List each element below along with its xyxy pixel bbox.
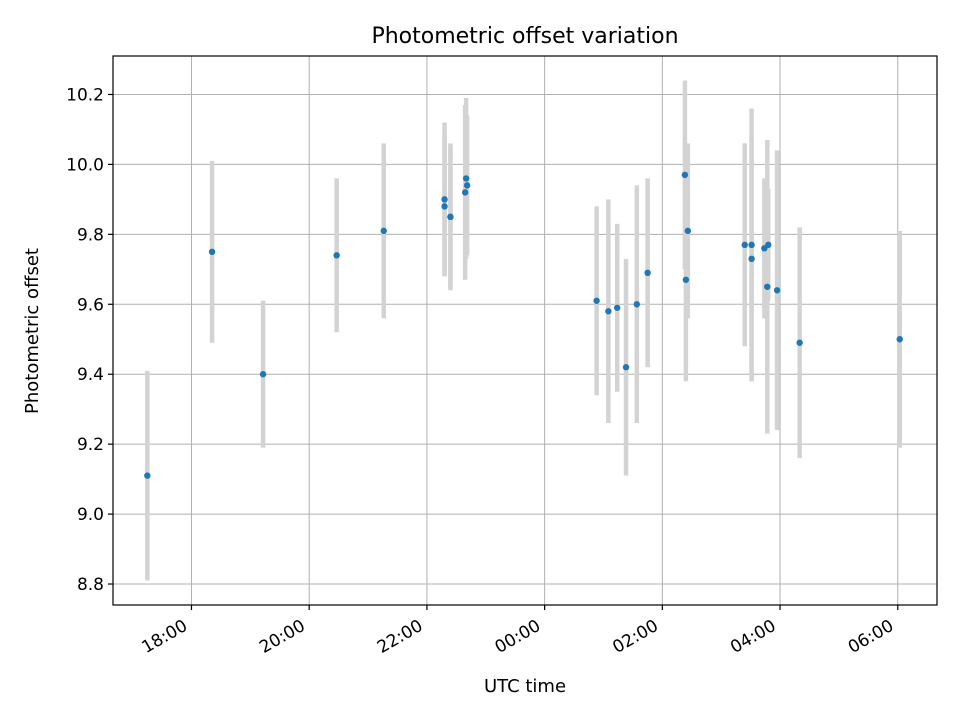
data-point	[748, 255, 755, 263]
chart-title: Photometric offset variation	[371, 24, 678, 49]
data-point	[593, 297, 600, 304]
y-tick-label: 9.8	[77, 225, 104, 245]
data-point	[741, 241, 748, 249]
x-axis-label: UTC time	[484, 676, 566, 697]
y-tick-label: 9.4	[77, 365, 104, 385]
data-point	[896, 336, 903, 343]
data-points	[144, 171, 903, 479]
data-point	[144, 472, 151, 479]
data-point	[773, 287, 781, 294]
data-point	[748, 241, 755, 249]
data-point	[796, 339, 803, 346]
data-point	[447, 213, 454, 221]
y-tick-label: 9.2	[77, 435, 104, 455]
y-tick-label: 10.2	[66, 85, 104, 105]
data-point	[461, 189, 469, 196]
data-point	[622, 364, 630, 371]
data-point	[462, 175, 470, 182]
data-point	[614, 304, 621, 311]
data-point	[441, 203, 448, 210]
data-point	[765, 241, 772, 249]
data-point	[441, 196, 448, 203]
y-tick-label: 8.8	[77, 575, 104, 595]
data-point	[681, 171, 689, 179]
data-point	[605, 308, 612, 315]
y-axis-label: Photometric offset	[22, 248, 43, 414]
data-point	[644, 269, 651, 277]
data-point	[208, 248, 216, 256]
data-point	[684, 227, 692, 235]
y-tick-label: 9.6	[77, 295, 104, 315]
plot-frame	[112, 55, 938, 606]
data-point	[333, 252, 340, 259]
y-tick-label: 9.0	[77, 505, 104, 525]
data-point	[463, 182, 471, 189]
data-point	[764, 283, 771, 290]
data-point	[380, 227, 387, 235]
data-point	[633, 301, 641, 308]
y-tick-label: 10.0	[66, 155, 104, 175]
data-point	[259, 371, 267, 378]
data-point	[682, 276, 690, 283]
